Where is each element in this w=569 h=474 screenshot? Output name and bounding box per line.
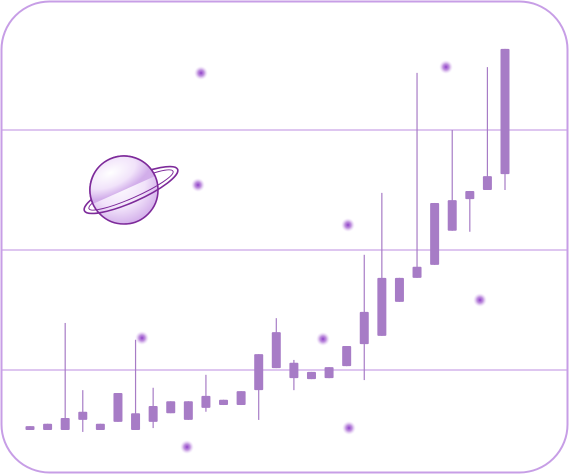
candle-body [394, 277, 404, 302]
candle-body [412, 266, 422, 278]
candle-body [289, 362, 299, 379]
candle-body [377, 277, 387, 336]
candle-body [447, 200, 457, 231]
candle-body [306, 371, 316, 380]
candle-body [359, 311, 369, 345]
candle-body [78, 411, 88, 420]
decor-dots [135, 60, 487, 454]
candle-body [324, 367, 334, 379]
candle-body [95, 423, 105, 430]
candle-body [148, 406, 158, 422]
candle-body [271, 332, 281, 369]
candle-body [254, 354, 264, 391]
candle-body [465, 190, 475, 200]
candle-body [183, 401, 193, 420]
candle-body [201, 395, 211, 408]
candle-body [43, 423, 53, 430]
candle-body [25, 426, 35, 430]
candle-body [113, 393, 123, 422]
candle-body [500, 48, 510, 175]
candle-body [166, 401, 176, 414]
candle-body [131, 413, 141, 430]
candle-body [219, 399, 229, 406]
planet-icon [83, 155, 179, 225]
candle-body [342, 346, 352, 367]
candle-body [60, 418, 70, 430]
candle-body [430, 202, 440, 265]
candle-body [482, 176, 492, 190]
candle-body [236, 391, 246, 406]
